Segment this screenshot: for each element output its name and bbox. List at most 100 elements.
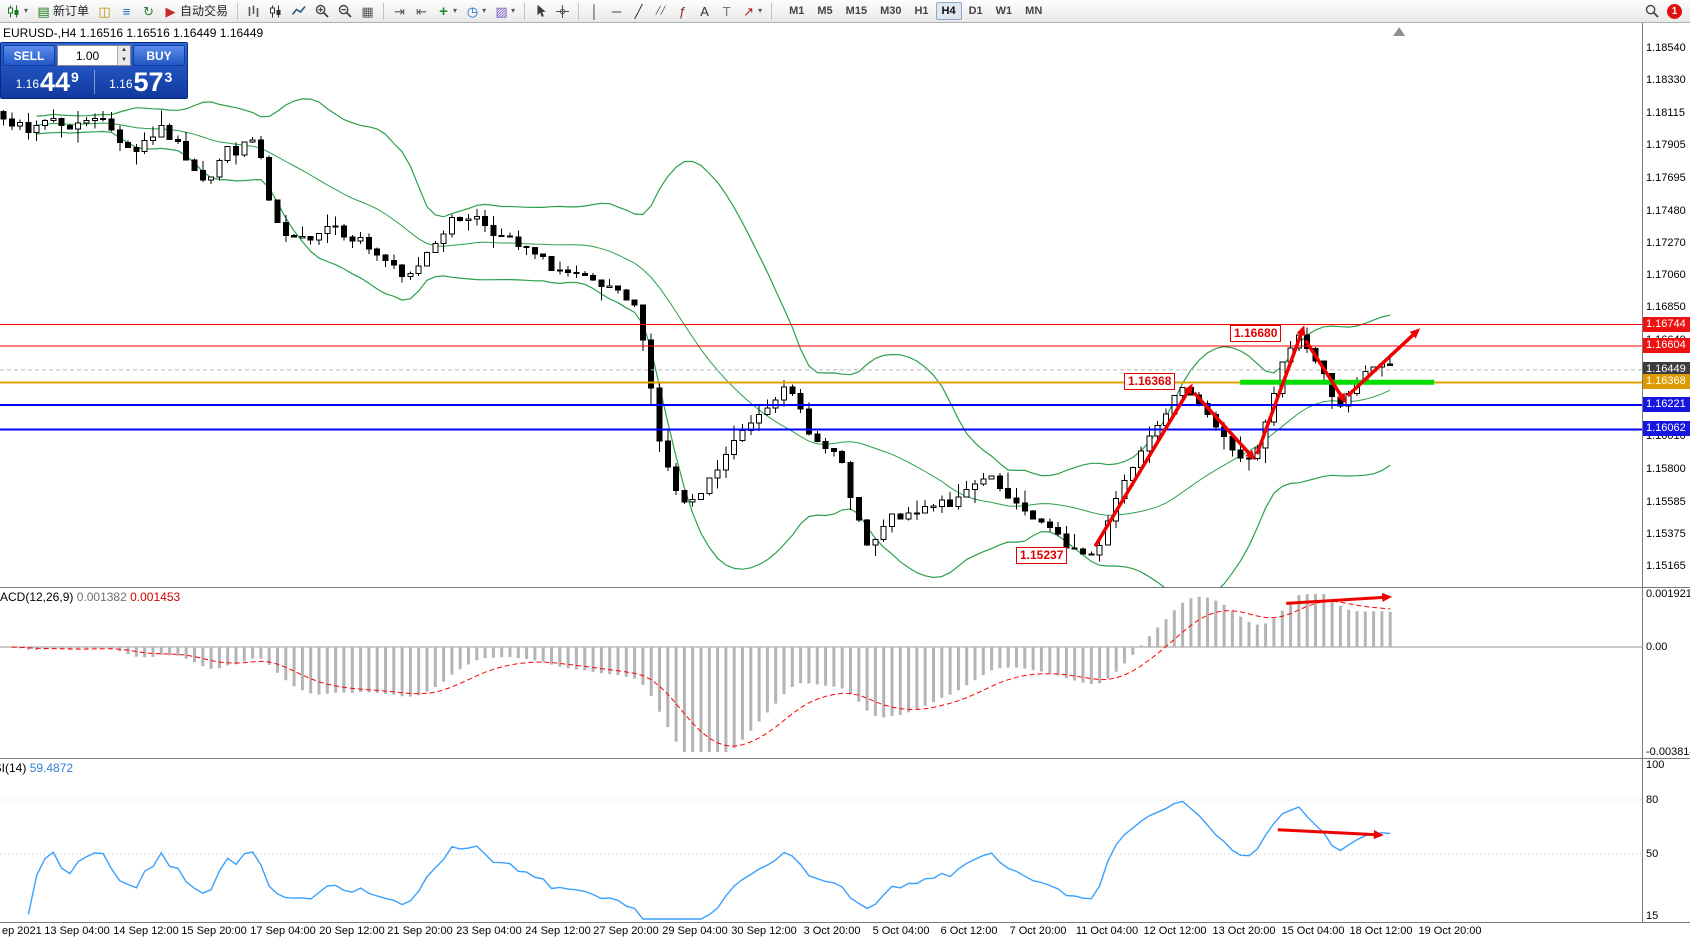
channel-button[interactable]: ╱╱: [650, 2, 671, 21]
time-label: ep 2021: [2, 925, 42, 937]
macd-axis[interactable]: 0.001921 0.00 -0.003814: [1642, 588, 1690, 758]
charts-grid-icon: ◫: [98, 3, 111, 19]
price-callout[interactable]: 1.16368: [1124, 373, 1176, 390]
market-watch-button[interactable]: ≡: [116, 2, 137, 21]
trend-arrow[interactable]: [1192, 391, 1256, 461]
price-callout[interactable]: 1.15237: [1016, 547, 1068, 564]
price-tick: 1.17270: [1646, 237, 1686, 249]
vertical-line-button[interactable]: │: [584, 2, 605, 21]
candle-chart-button[interactable]: [265, 2, 287, 21]
timeframe-m15-button[interactable]: M15: [845, 5, 868, 17]
crosshair-button[interactable]: [552, 2, 573, 21]
volume-input[interactable]: [58, 46, 117, 65]
macd-panel[interactable]: MACD(12,26,9) 0.001382 0.001453 0.001921…: [0, 588, 1690, 759]
macd-chart[interactable]: [0, 588, 1642, 758]
bar-chart-button[interactable]: [243, 2, 264, 21]
line-chart-icon: [292, 5, 306, 17]
indicators-icon: +: [439, 2, 448, 20]
timeframe-h1-button[interactable]: H1: [914, 5, 929, 17]
notification-badge[interactable]: 1: [1667, 3, 1682, 19]
timeframe-m30-button[interactable]: M30: [880, 5, 902, 17]
tile-windows-icon: ▦: [361, 3, 374, 19]
timeframe-mn-button[interactable]: MN: [1025, 5, 1043, 17]
price-tick: 1.15585: [1646, 496, 1686, 508]
macd-trend-arrow[interactable]: [1286, 592, 1393, 605]
volume-field[interactable]: ▲ ▼: [57, 45, 131, 66]
toolbar: ▾ ▤ 新订单 ◫ ≡ ↻ ▶ 自动交易 ▦ ⇥ ⇤ + ▾ ◷ ▾ ▨ ▾ │ ─ ╱ ╱╱ ƒ A T ↗ ▾ M1 M5 M15 M…: [0, 0, 1690, 23]
buy-button[interactable]: BUY: [133, 45, 185, 66]
templates-button[interactable]: ▨ ▾: [491, 2, 519, 21]
time-label: 11 Oct 04:00: [1075, 925, 1139, 937]
toolbar-separator: [383, 2, 385, 20]
one-click-trading-panel: SELL ▲ ▼ BUY 1.16 44 9 1.16 57 3: [0, 42, 188, 99]
time-label: 18 Oct 12:00: [1349, 925, 1413, 937]
new-order-button[interactable]: ▤ 新订单: [33, 2, 93, 21]
volume-down-icon[interactable]: ▼: [118, 55, 130, 65]
cursor-icon: [534, 4, 547, 18]
timeframe-d1-button[interactable]: D1: [968, 5, 983, 17]
rsi-label: RSI(14) 59.4872: [0, 761, 73, 775]
trend-arrow[interactable]: [1346, 328, 1421, 398]
templates-icon: ▨: [495, 3, 508, 19]
candle-chart-icon: [269, 5, 283, 18]
trend-arrow[interactable]: [1304, 339, 1347, 404]
price-chart[interactable]: [0, 23, 1642, 588]
price-divider: [93, 70, 95, 94]
cursor-button[interactable]: [530, 2, 551, 21]
rsi-trend-arrow[interactable]: [1277, 828, 1384, 840]
sell-button[interactable]: SELL: [3, 45, 55, 66]
chart-shift-button[interactable]: ⇤: [411, 2, 432, 21]
new-chart-button[interactable]: ▾: [3, 2, 32, 21]
bid-price: 1.16 44 9: [3, 68, 92, 96]
ask-prefix: 1.16: [109, 77, 133, 91]
ask-pipette: 3: [164, 69, 173, 85]
timeframe-m1-button[interactable]: M1: [789, 5, 805, 17]
price-tick: 1.17060: [1646, 269, 1686, 281]
line-chart-button[interactable]: [288, 2, 310, 21]
vertical-line-icon: │: [590, 3, 599, 19]
price-chart-panel[interactable]: EURUSD-,H4 1.16516 1.16516 1.16449 1.164…: [0, 23, 1690, 588]
time-label: 17 Sep 04:00: [250, 925, 316, 937]
new-order-label: 新订单: [53, 4, 90, 18]
timeframe-w1-button[interactable]: W1: [995, 5, 1013, 17]
timeframe-h4-button[interactable]: H4: [935, 2, 962, 20]
arrows-button[interactable]: ↗ ▾: [738, 2, 766, 21]
text-label-button[interactable]: T: [716, 2, 737, 21]
charts-grid-button[interactable]: ◫: [94, 2, 115, 21]
autotrading-button[interactable]: ▶ 自动交易: [160, 2, 232, 21]
zoom-in-button[interactable]: [311, 2, 333, 21]
rsi-chart[interactable]: [0, 759, 1642, 922]
zoom-out-icon: [338, 4, 352, 18]
price-tick: 1.17480: [1646, 205, 1686, 217]
rsi-panel[interactable]: RSI(14) 59.4872 100 80 50 15: [0, 759, 1690, 923]
macd-name: MACD(12,26,9): [0, 590, 74, 604]
time-label: 3 Oct 20:00: [803, 925, 861, 937]
time-label: 6 Oct 12:00: [940, 925, 998, 937]
refresh-button[interactable]: ↻: [138, 2, 159, 21]
dropdown-arrow-icon: ▾: [758, 6, 763, 15]
periods-button[interactable]: ◷ ▾: [462, 2, 490, 21]
indicators-button[interactable]: + ▾: [433, 2, 461, 21]
zoom-out-button[interactable]: [334, 2, 356, 21]
trendline-button[interactable]: ╱: [628, 2, 649, 21]
time-axis[interactable]: ep 2021 13 Sep 04:00 14 Sep 12:00 15 Sep 20…: [0, 923, 1690, 941]
price-axis[interactable]: 1.18540 1.18330 1.18115 1.17905 1.17695 1.174…: [1642, 23, 1690, 587]
rsi-axis[interactable]: 100 80 50 15: [1642, 759, 1690, 922]
time-label: 15 Sep 20:00: [181, 925, 247, 937]
time-label: 23 Sep 04:00: [456, 925, 522, 937]
text-button[interactable]: A: [694, 2, 715, 21]
trend-arrow[interactable]: [1255, 325, 1306, 455]
timeframe-m5-button[interactable]: M5: [817, 5, 833, 17]
crosshair-icon: [556, 4, 570, 18]
trend-arrow[interactable]: [1093, 383, 1193, 548]
price-callout[interactable]: 1.16680: [1230, 325, 1282, 342]
search-button[interactable]: [1641, 2, 1663, 21]
tile-windows-button[interactable]: ▦: [357, 2, 378, 21]
volume-stepper[interactable]: ▲ ▼: [117, 46, 130, 65]
chart-shift-marker[interactable]: [1393, 27, 1406, 36]
fibonacci-button[interactable]: ƒ: [672, 2, 693, 21]
volume-up-icon[interactable]: ▲: [118, 46, 130, 56]
rsi-value: 59.4872: [29, 761, 74, 775]
horizontal-line-button[interactable]: ─: [606, 2, 627, 21]
auto-scroll-button[interactable]: ⇥: [389, 2, 410, 21]
